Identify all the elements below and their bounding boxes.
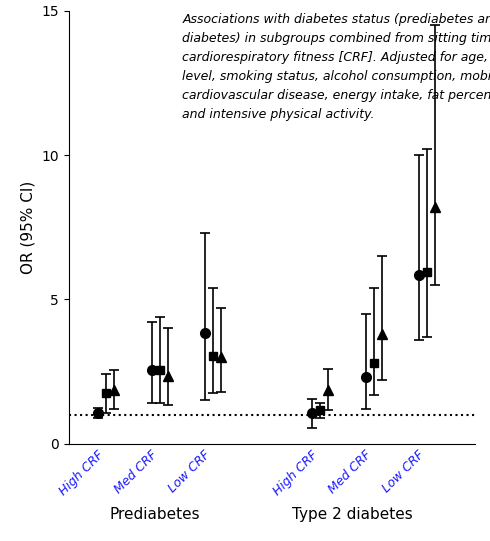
Text: Type 2 diabetes: Type 2 diabetes xyxy=(293,507,413,522)
Text: Prediabetes: Prediabetes xyxy=(109,507,199,522)
Y-axis label: OR (95% CI): OR (95% CI) xyxy=(21,181,36,274)
Text: Associations with diabetes status (prediabetes and type 2
diabetes) in subgroups: Associations with diabetes status (predi… xyxy=(182,13,490,121)
